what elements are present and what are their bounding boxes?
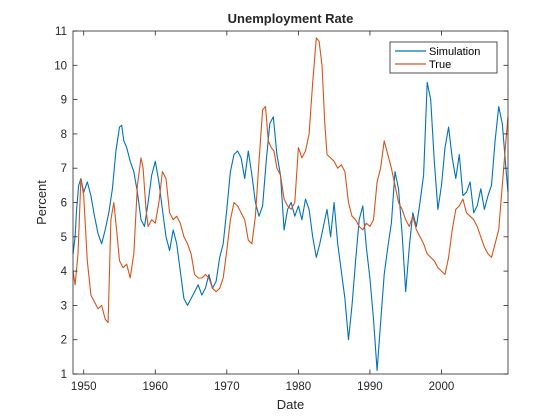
x-tick-label: 2000 bbox=[429, 381, 455, 393]
x-tick-label: 1980 bbox=[286, 381, 312, 393]
x-tick-label: 1960 bbox=[142, 381, 168, 393]
y-tick-label: 8 bbox=[61, 129, 67, 141]
x-tick-label: 1990 bbox=[357, 381, 383, 393]
legend-box bbox=[389, 41, 498, 74]
x-axis-label: Date bbox=[277, 397, 304, 412]
y-tick-label: 11 bbox=[55, 26, 67, 38]
x-tick-label: 1970 bbox=[214, 381, 240, 393]
series-layer bbox=[72, 37, 509, 372]
x-tick-label: 1950 bbox=[71, 381, 97, 393]
y-tick-label: 3 bbox=[61, 300, 67, 312]
y-tick-label: 7 bbox=[61, 163, 67, 175]
legend-label-simulation: Simulation bbox=[429, 46, 480, 58]
chart-title: Unemployment Rate bbox=[228, 11, 354, 26]
y-tick-label: 6 bbox=[61, 198, 67, 210]
y-axis: 1 2 3 4 5 6 7 8 9 10 11 bbox=[54, 26, 508, 381]
legend-label-true: True bbox=[429, 59, 451, 71]
y-tick-label: 10 bbox=[54, 60, 67, 72]
y-tick-label: 9 bbox=[61, 95, 67, 107]
y-tick-label: 4 bbox=[61, 266, 68, 278]
x-axis: 1950 1960 1970 1980 1990 2000 bbox=[71, 31, 454, 393]
y-axis-label: Percent bbox=[34, 180, 49, 225]
series-line-true bbox=[72, 37, 509, 324]
y-tick-label: 1 bbox=[61, 369, 67, 381]
legend: Simulation True bbox=[389, 41, 498, 74]
y-tick-label: 5 bbox=[61, 232, 67, 244]
y-tick-label: 2 bbox=[61, 335, 67, 347]
